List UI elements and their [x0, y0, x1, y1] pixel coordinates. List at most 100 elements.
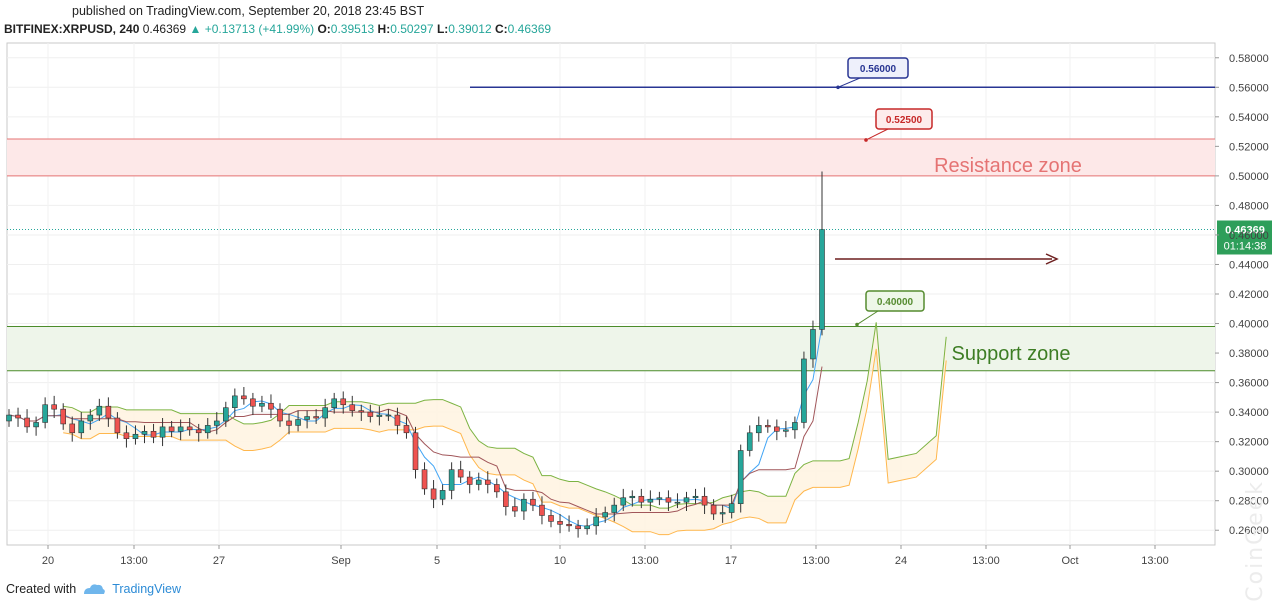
candle: [719, 505, 726, 523]
candle-body: [105, 405, 112, 419]
callout-anchor: [836, 85, 840, 90]
candle-body: [566, 524, 572, 527]
y-tick-label: 0.50000: [1229, 171, 1269, 183]
candle-body: [87, 414, 94, 422]
candle-body: [132, 433, 139, 439]
candle: [493, 478, 500, 498]
symbol-info-bar: BITFINEX:XRPUSD, 240 0.46369 ▲ +0.13713 …: [4, 22, 551, 36]
candle: [367, 404, 374, 423]
senkou-span-a-line: [63, 322, 947, 509]
candle-body: [701, 495, 708, 506]
candle: [60, 403, 67, 430]
candle-body: [530, 498, 536, 506]
candle: [349, 395, 356, 417]
candle: [15, 407, 21, 427]
symbol-name[interactable]: BITFINEX:XRPUSD, 240: [4, 22, 140, 36]
candle: [629, 490, 636, 507]
y-tick-label: 0.38000: [1229, 348, 1269, 360]
candle-body: [792, 422, 798, 431]
x-tick-label: 10: [554, 555, 566, 567]
high-label: H:: [377, 22, 391, 36]
candle: [259, 395, 265, 413]
y-tick-label: 0.28000: [1229, 496, 1269, 508]
time-axis[interactable]: 20 13:00 27 Sep 5 10 13:00 17 13:00 24 13:00 Oct 13:…: [42, 545, 1169, 567]
callout-label: 0.40000: [877, 297, 914, 308]
candle: [150, 423, 157, 444]
callout-pointer: [865, 128, 889, 141]
candle-body: [376, 414, 383, 417]
callout-label: 0.56000: [860, 64, 897, 75]
candle: [295, 410, 301, 432]
price-axis[interactable]: 0.26000 0.28000 0.30000 0.32000 0.34000 0.360…: [1215, 53, 1269, 537]
candle-body: [521, 498, 527, 512]
candle: [701, 487, 708, 514]
callout-pointer: [837, 77, 861, 88]
candle-body: [232, 395, 238, 408]
candle-body: [484, 479, 491, 485]
candle: [521, 493, 527, 520]
candle-body: [150, 431, 157, 438]
candle-body: [620, 497, 627, 506]
candle: [132, 425, 139, 445]
candle-body: [755, 425, 762, 434]
candle: [6, 409, 12, 427]
candle-body: [683, 497, 690, 503]
callout-pointer: [856, 310, 879, 325]
candle: [195, 423, 202, 442]
published-note: published on TradingView.com, September …: [72, 4, 425, 18]
candle-body: [512, 506, 518, 512]
candle: [213, 412, 220, 435]
candle: [241, 387, 247, 405]
candle-body: [548, 515, 554, 522]
candle: [792, 416, 798, 439]
candle-body: [674, 501, 681, 504]
candle: [593, 508, 599, 535]
candle-body: [259, 402, 265, 407]
candle: [638, 488, 645, 509]
candle-body: [403, 425, 410, 434]
candle: [286, 413, 292, 435]
candle-body: [213, 420, 220, 426]
candle: [512, 497, 518, 517]
low-label: L:: [436, 22, 449, 36]
candle: [186, 418, 193, 436]
candle: [764, 419, 771, 433]
candle: [448, 462, 455, 500]
candle-body: [322, 407, 328, 419]
candle-body: [223, 407, 229, 422]
candle: [656, 491, 663, 506]
candle: [548, 509, 554, 528]
candle: [168, 420, 175, 438]
last-price: 0.46369: [142, 22, 187, 36]
candle-body: [6, 414, 12, 422]
candle-body: [430, 488, 437, 500]
candle-body: [250, 398, 256, 407]
candle-body: [503, 491, 509, 507]
candle: [24, 409, 30, 433]
y-tick-label: 0.34000: [1229, 407, 1269, 419]
y-tick-label: 0.52000: [1229, 141, 1269, 153]
candle-body: [710, 504, 717, 515]
candle: [457, 460, 464, 483]
candle: [439, 484, 446, 506]
tradingview-brand-link[interactable]: TradingView: [112, 582, 181, 596]
y-tick-label: 0.36000: [1229, 378, 1269, 390]
footer: Created with TradingView: [6, 582, 181, 596]
candle: [123, 425, 130, 448]
cloud-fill: [63, 322, 947, 535]
candle: [177, 419, 184, 441]
candle-body: [268, 402, 274, 410]
current-price-label: 0.46369: [1225, 224, 1265, 236]
candle: [539, 496, 545, 525]
candle-body: [313, 416, 319, 419]
candle: [385, 409, 392, 421]
close-label: C:: [495, 22, 508, 36]
x-tick-label: 13:00: [1141, 555, 1169, 567]
candle-body: [746, 432, 753, 451]
candle-body: [629, 495, 636, 499]
candle-body: [421, 469, 428, 490]
candle-body: [51, 404, 57, 410]
candle-body: [114, 417, 121, 434]
candle-body: [358, 410, 365, 413]
